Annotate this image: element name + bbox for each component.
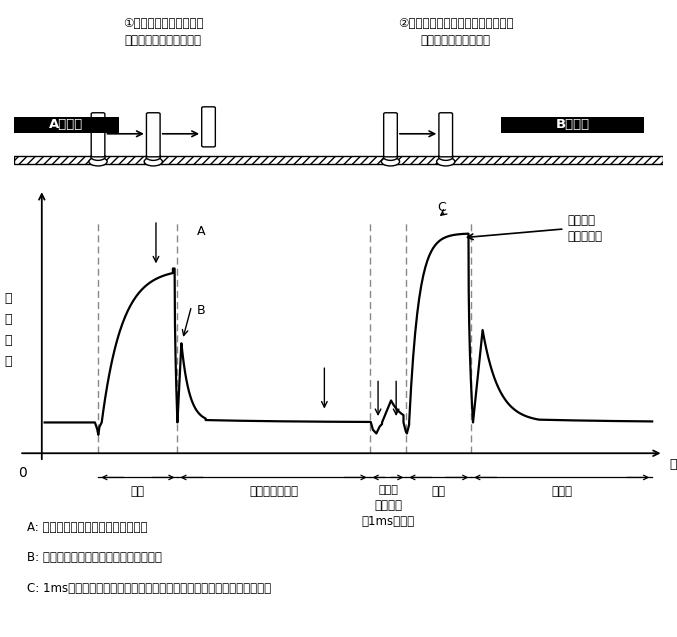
Bar xyxy=(14,155,663,164)
Text: ①アーク再生時溶融池の
スパッタが飛び散らない: ①アーク再生時溶融池の スパッタが飛び散らない xyxy=(123,17,203,47)
Text: A: 短絡時にピーク電流を低く抑える: A: 短絡時にピーク電流を低く抑える xyxy=(26,521,147,534)
FancyBboxPatch shape xyxy=(146,113,160,157)
Text: B: アーク再生時に電流を急竹に低下する: B: アーク再生時に電流を急竹に低下する xyxy=(26,552,161,564)
Text: 短絡: 短絡 xyxy=(131,485,145,498)
FancyBboxPatch shape xyxy=(384,113,397,157)
Bar xyxy=(501,117,644,132)
Text: 0: 0 xyxy=(18,466,26,480)
Ellipse shape xyxy=(381,157,399,166)
Ellipse shape xyxy=(439,154,453,161)
FancyBboxPatch shape xyxy=(202,107,215,147)
Ellipse shape xyxy=(146,154,160,161)
Ellipse shape xyxy=(91,154,105,161)
Ellipse shape xyxy=(144,157,162,166)
Text: B形短絡: B形短絡 xyxy=(555,118,590,131)
Text: アーク: アーク xyxy=(551,485,572,498)
Text: 溶
接
電
流: 溶 接 電 流 xyxy=(4,292,12,368)
Text: 時間: 時間 xyxy=(669,458,677,471)
Text: C: C xyxy=(437,201,446,213)
Text: A形短絡: A形短絡 xyxy=(49,118,83,131)
FancyBboxPatch shape xyxy=(91,113,105,157)
Text: C: 1ms以下の微小短絡では電流が増加しないのでスパッタが発生しない: C: 1ms以下の微小短絡では電流が増加しないのでスパッタが発生しない xyxy=(26,582,271,595)
Ellipse shape xyxy=(383,154,397,161)
Ellipse shape xyxy=(437,157,455,166)
Ellipse shape xyxy=(89,157,107,166)
Text: 微小短絡
（1ms以下）: 微小短絡 （1ms以下） xyxy=(362,499,414,529)
Text: 短絡: 短絡 xyxy=(432,485,446,498)
FancyBboxPatch shape xyxy=(439,113,452,157)
Text: 短絡時の
ピーク電流: 短絡時の ピーク電流 xyxy=(567,215,603,243)
Text: B: B xyxy=(197,304,206,317)
Text: A: A xyxy=(197,225,206,238)
Text: アーク: アーク xyxy=(378,485,398,496)
Text: アーク発生期間: アーク発生期間 xyxy=(249,485,298,498)
Text: ②微小短絡時電流が抑制されるため
　大粒スパッタがない: ②微小短絡時電流が抑制されるため 大粒スパッタがない xyxy=(397,17,513,47)
Bar xyxy=(14,117,119,132)
